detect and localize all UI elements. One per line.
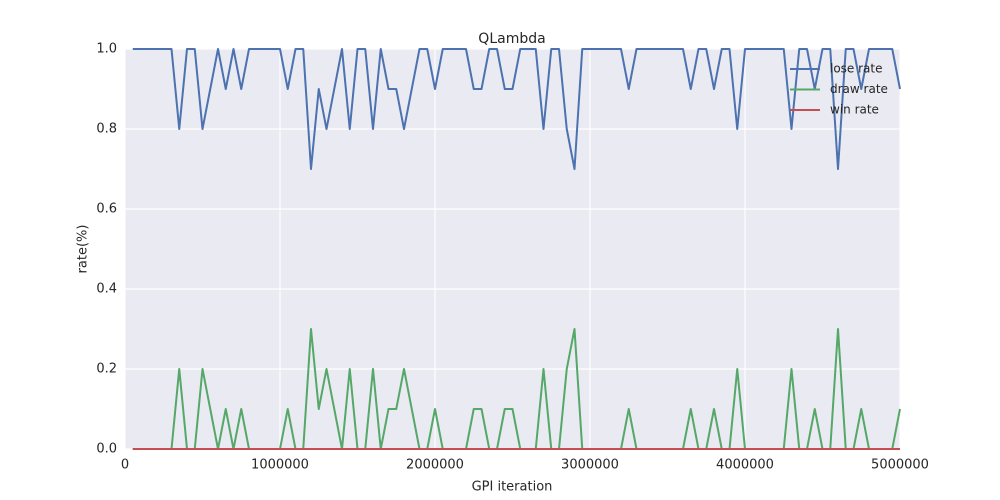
x-tick-label: 5000000 bbox=[871, 458, 929, 473]
y-tick-label: 0.8 bbox=[96, 122, 117, 137]
x-tick-label: 0 bbox=[121, 458, 129, 473]
x-tick-label: 2000000 bbox=[406, 458, 464, 473]
y-tick-label: 0.6 bbox=[96, 202, 117, 217]
y-axis-label: rate(%) bbox=[76, 225, 91, 274]
y-tick-label: 0.0 bbox=[96, 442, 117, 457]
plot-area bbox=[125, 49, 900, 449]
x-tick-label: 3000000 bbox=[561, 458, 619, 473]
legend-label: draw rate bbox=[830, 82, 888, 96]
x-tick-label: 4000000 bbox=[716, 458, 774, 473]
x-tick-label: 1000000 bbox=[251, 458, 309, 473]
legend-label: lose rate bbox=[830, 62, 883, 76]
line-series bbox=[132, 48, 901, 170]
legend-label: win rate bbox=[830, 103, 879, 117]
x-axis-label: GPI iteration bbox=[472, 480, 553, 495]
y-tick-label: 1.0 bbox=[96, 42, 117, 57]
y-tick-label: 0.4 bbox=[96, 282, 117, 297]
chart-title: QLambda bbox=[478, 31, 545, 47]
y-tick-label: 0.2 bbox=[96, 362, 117, 377]
